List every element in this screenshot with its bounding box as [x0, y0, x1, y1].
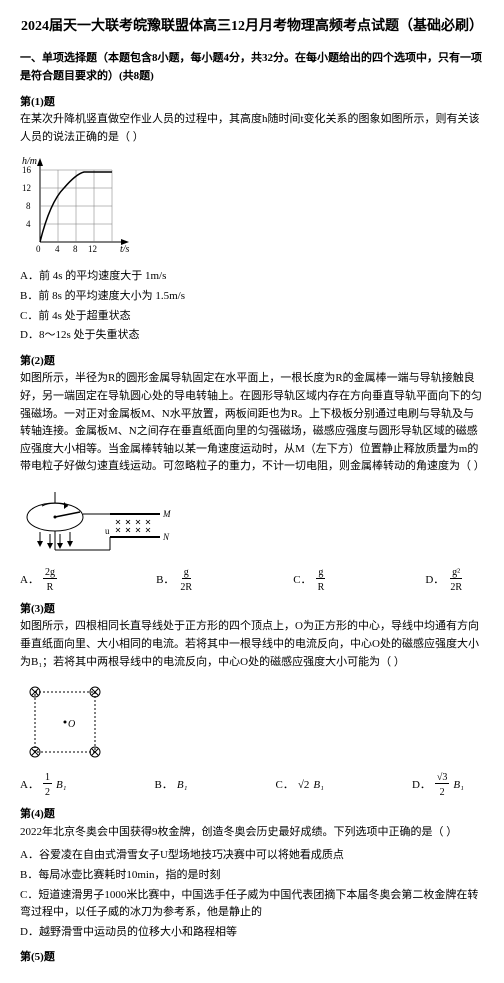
q2-opt-c: C． gR [293, 568, 326, 593]
svg-text:0: 0 [36, 244, 41, 254]
q5-num: 第(5)题 [20, 949, 484, 967]
q2-opt-d: D． g²2R [425, 568, 464, 593]
svg-text:8: 8 [73, 244, 78, 254]
q3-figure: O [20, 677, 484, 767]
q1-num: 第(1)题 [20, 94, 484, 112]
q1-opt-a: A．前 4s 的平均速度大于 1m/s [20, 268, 484, 286]
q1-text: 在某次升降机竖直做空作业人员的过程中，其高度h随时间t变化关系的图象如图所示，则… [20, 111, 484, 146]
q4-num: 第(4)题 [20, 806, 484, 824]
q4-options: A．谷爱凌在自由式滑雪女子U型场地技巧决赛中可以将她看成质点 B．每局冰壶比赛耗… [20, 847, 484, 941]
svg-text:M: M [162, 509, 171, 519]
q3-opt-b: B． B₁ [155, 773, 188, 798]
q2-opt-b: B． g2R [156, 568, 194, 593]
svg-text:4: 4 [55, 244, 60, 254]
svg-text:t/s: t/s [120, 244, 130, 255]
svg-text:16: 16 [22, 165, 32, 175]
q3-text: 如图所示，四根相同长直导线处于正方形的四个顶点上，O为正方形的中心，导线中均通有… [20, 618, 484, 671]
q2-text: 如图所示，半径为R的圆形金属导轨固定在水平面上，一根长度为R的金属棒一端与导轨接… [20, 370, 484, 476]
svg-text:12: 12 [88, 244, 97, 254]
q3-opt-d: D． √32B₁ [412, 773, 464, 798]
q2-options: A． 2gR B． g2R C． gR D． g²2R [20, 568, 484, 593]
q2-num: 第(2)题 [20, 353, 484, 371]
q1-opt-b: B．前 8s 的平均速度大小为 1.5m/s [20, 288, 484, 306]
svg-text:8: 8 [26, 201, 31, 211]
svg-text:12: 12 [22, 183, 31, 193]
q3-opt-a: A． 12B₁ [20, 773, 67, 798]
svg-text:N: N [162, 532, 170, 542]
svg-text:O: O [68, 719, 75, 730]
q3-opt-c: C． √2 B₁ [275, 773, 323, 798]
q2-figure: M N u [20, 482, 484, 562]
q4-text: 2022年北京冬奥会中国获得9枚金牌，创造冬奥会历史最好成绩。下列选项中正确的是… [20, 824, 484, 842]
q1-opt-d: D．8～12s 处于失重状态 [20, 327, 484, 345]
q4-opt-c: C．短道速滑男子1000米比赛中，中国选手任子威为中国代表团摘下本届冬奥会第二枚… [20, 887, 484, 922]
q2-opt-a: A． 2gR [20, 568, 57, 593]
q4-opt-b: B．每局冰壶比赛耗时10min，指的是时刻 [20, 867, 484, 885]
q3-options: A． 12B₁ B． B₁ C． √2 B₁ D． √32B₁ [20, 773, 484, 798]
svg-text:4: 4 [26, 219, 31, 229]
q1-figure: h/m t/s 4 8 12 16 0 4 8 12 [20, 152, 484, 262]
page-title: 2024届天一大联考皖豫联盟体高三12月月考物理高频考点试题（基础必刷） [20, 16, 484, 38]
q1-opt-c: C．前 4s 处于超重状态 [20, 308, 484, 326]
section-1-head: 一、单项选择题（本题包含8小题，每小题4分，共32分。在每小题给出的四个选项中，… [20, 50, 484, 85]
q4-opt-d: D．越野滑雪中运动员的位移大小和路程相等 [20, 924, 484, 942]
q3-num: 第(3)题 [20, 601, 484, 619]
q1-options: A．前 4s 的平均速度大于 1m/s B．前 8s 的平均速度大小为 1.5m… [20, 268, 484, 344]
svg-text:u: u [105, 526, 110, 536]
q4-opt-a: A．谷爱凌在自由式滑雪女子U型场地技巧决赛中可以将她看成质点 [20, 847, 484, 865]
